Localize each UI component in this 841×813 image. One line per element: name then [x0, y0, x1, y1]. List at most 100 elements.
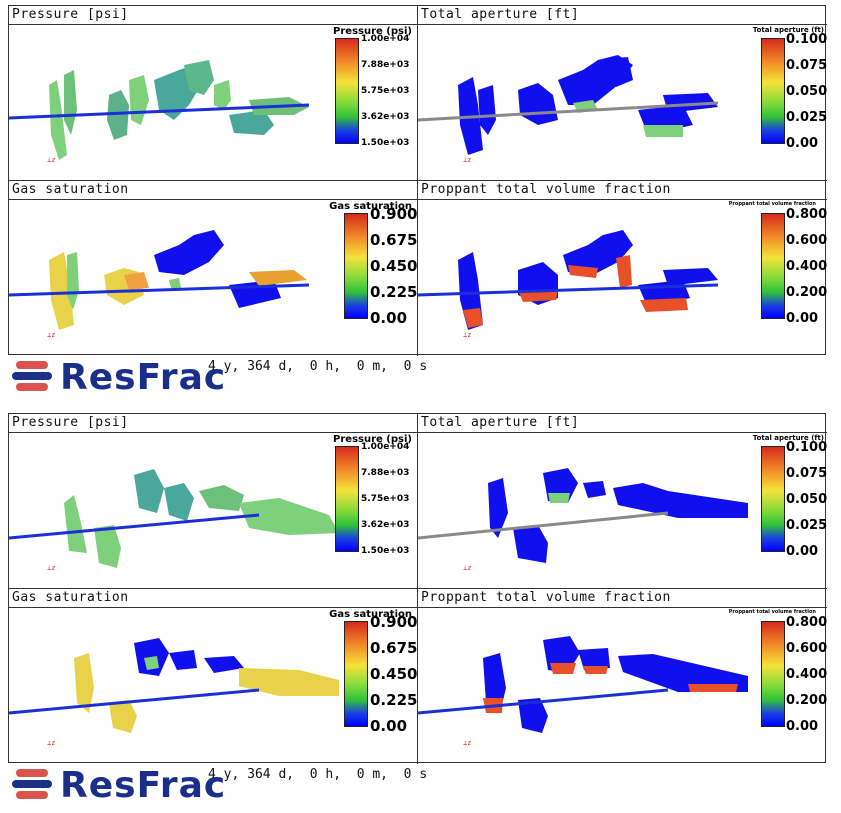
fracture: [94, 525, 121, 568]
tick-label: 0.400: [786, 667, 827, 682]
fracture: [64, 495, 87, 553]
fracture: [583, 666, 608, 674]
fracture: [124, 272, 149, 290]
gas-saturation-panel: Gas saturation ⊥z Gas saturation 0.900 0…: [9, 589, 418, 764]
axes-triad-icon: ⊥z: [463, 331, 472, 339]
panel-grid: Pressure [psi] ⊥z Pressure (psi) 1.00e+0…: [8, 5, 827, 356]
axes-triad-icon: ⊥z: [463, 739, 472, 747]
pressure-panel: Pressure [psi] ⊥z Pressure (psi) 1.00e+0…: [9, 414, 418, 589]
fracture: [239, 498, 339, 535]
proppant-fracture-scene: [418, 636, 748, 733]
colorbar: [344, 213, 368, 319]
proppant-panel: Proppant total volume fraction ⊥z Proppa…: [418, 181, 827, 356]
legend-title: Proppant total volume fraction: [728, 201, 816, 207]
fracture: [109, 700, 137, 733]
resfrac-logo-icon: [12, 769, 52, 799]
fracture: [618, 654, 748, 692]
fracture: [154, 230, 224, 275]
tick-label: 0.00: [786, 719, 819, 734]
tick-label: 7.88e+03: [361, 468, 410, 478]
tick-label: 5.75e+03: [361, 86, 410, 96]
fracture: [518, 290, 558, 302]
tick-label: 0.800: [786, 615, 827, 630]
fracture: [663, 268, 718, 286]
resfrac-logo-icon: [12, 361, 52, 391]
wellbore: [9, 688, 260, 715]
fracture: [616, 255, 632, 288]
tick-label: 0.100: [786, 440, 827, 455]
panel-title: Proppant total volume fraction: [418, 181, 827, 200]
pressure-legend: Pressure (psi) 1.00e+04 7.88e+03 5.75e+0…: [329, 26, 414, 166]
fracture: [518, 83, 558, 125]
fracture: [563, 230, 633, 275]
tick-label: 3.62e+03: [361, 112, 410, 122]
fracture: [107, 90, 129, 140]
timestamp: 4 y, 364 d, 0 h, 0 m, 0 s: [208, 767, 428, 782]
tick-label: 0.400: [786, 259, 827, 274]
wellbore: [9, 283, 310, 297]
panel-title: Pressure [psi]: [9, 6, 417, 25]
tick-label: 0.200: [786, 285, 827, 300]
fracture: [640, 298, 688, 312]
tick-label: 0.100: [786, 32, 827, 47]
fracture: [688, 684, 738, 692]
tick-label: 0.800: [786, 207, 827, 222]
colorbar: [335, 38, 359, 144]
legend-title: Total aperture (ft): [752, 434, 824, 442]
fracture: [249, 270, 307, 286]
fracture: [663, 93, 718, 113]
panel-title: Total aperture [ft]: [418, 414, 827, 433]
tick-label: 7.88e+03: [361, 60, 410, 70]
wellbore: [9, 103, 310, 120]
colorbar: [761, 446, 785, 552]
brand-name: ResFrac: [60, 765, 227, 806]
legend-title: Pressure (psi): [333, 434, 412, 445]
tick-label: 0.00: [370, 309, 408, 327]
tick-label: 0.900: [370, 205, 418, 223]
panel-title: Gas saturation: [9, 589, 417, 608]
fracture: [164, 483, 194, 521]
axes-triad-icon: ⊥z: [463, 564, 472, 572]
axes-triad-icon: ⊥z: [47, 564, 56, 572]
axes-triad-icon: ⊥z: [47, 156, 56, 164]
axes-triad-icon: ⊥z: [463, 156, 472, 164]
fracture: [134, 469, 164, 513]
tick-label: 1.50e+03: [361, 546, 410, 556]
fracture: [548, 493, 570, 503]
proppant-legend: Proppant total volume fraction 0.800 0.6…: [729, 609, 827, 749]
pressure-legend: Pressure (psi) 1.00e+04 7.88e+03 5.75e+0…: [329, 434, 414, 574]
pressure-panel: Pressure [psi] ⊥z Pressure (psi) 1.00e+0…: [9, 6, 418, 181]
fracture: [49, 80, 67, 160]
gas-legend: Gas saturation 0.900 0.675 0.450 0.225 0…: [329, 201, 418, 341]
fracture: [550, 663, 576, 674]
aperture-fracture-scene: [418, 468, 748, 563]
footer: ResFrac 4 y, 364 d, 0 h, 0 m, 0 s: [8, 357, 826, 405]
legend-title: Gas saturation: [329, 609, 412, 620]
gas-legend: Gas saturation 0.900 0.675 0.450 0.225 0…: [329, 609, 418, 749]
tick-label: 0.225: [370, 283, 418, 301]
gas-fracture-scene: [9, 638, 339, 733]
brand-name: ResFrac: [60, 357, 227, 398]
aperture-fracture-scene: [418, 55, 719, 155]
tick-label: 1.50e+03: [361, 138, 410, 148]
fracture: [169, 278, 181, 288]
legend-title: Gas saturation: [329, 201, 412, 212]
panel-title: Total aperture [ft]: [418, 6, 827, 25]
tick-label: 0.600: [786, 641, 827, 656]
gas-saturation-panel: Gas saturation ⊥z Gas saturation 0.900 0…: [9, 181, 418, 356]
tick-label: 0.225: [370, 691, 418, 709]
tick-label: 0.200: [786, 693, 827, 708]
wellbore: [418, 283, 719, 297]
fracture: [613, 483, 748, 518]
wellbore: [418, 101, 719, 122]
fracture: [518, 698, 548, 733]
tick-label: 0.675: [370, 639, 418, 657]
axes-triad-icon: ⊥z: [47, 331, 56, 339]
wellbore: [9, 513, 260, 540]
fracture: [214, 80, 231, 110]
